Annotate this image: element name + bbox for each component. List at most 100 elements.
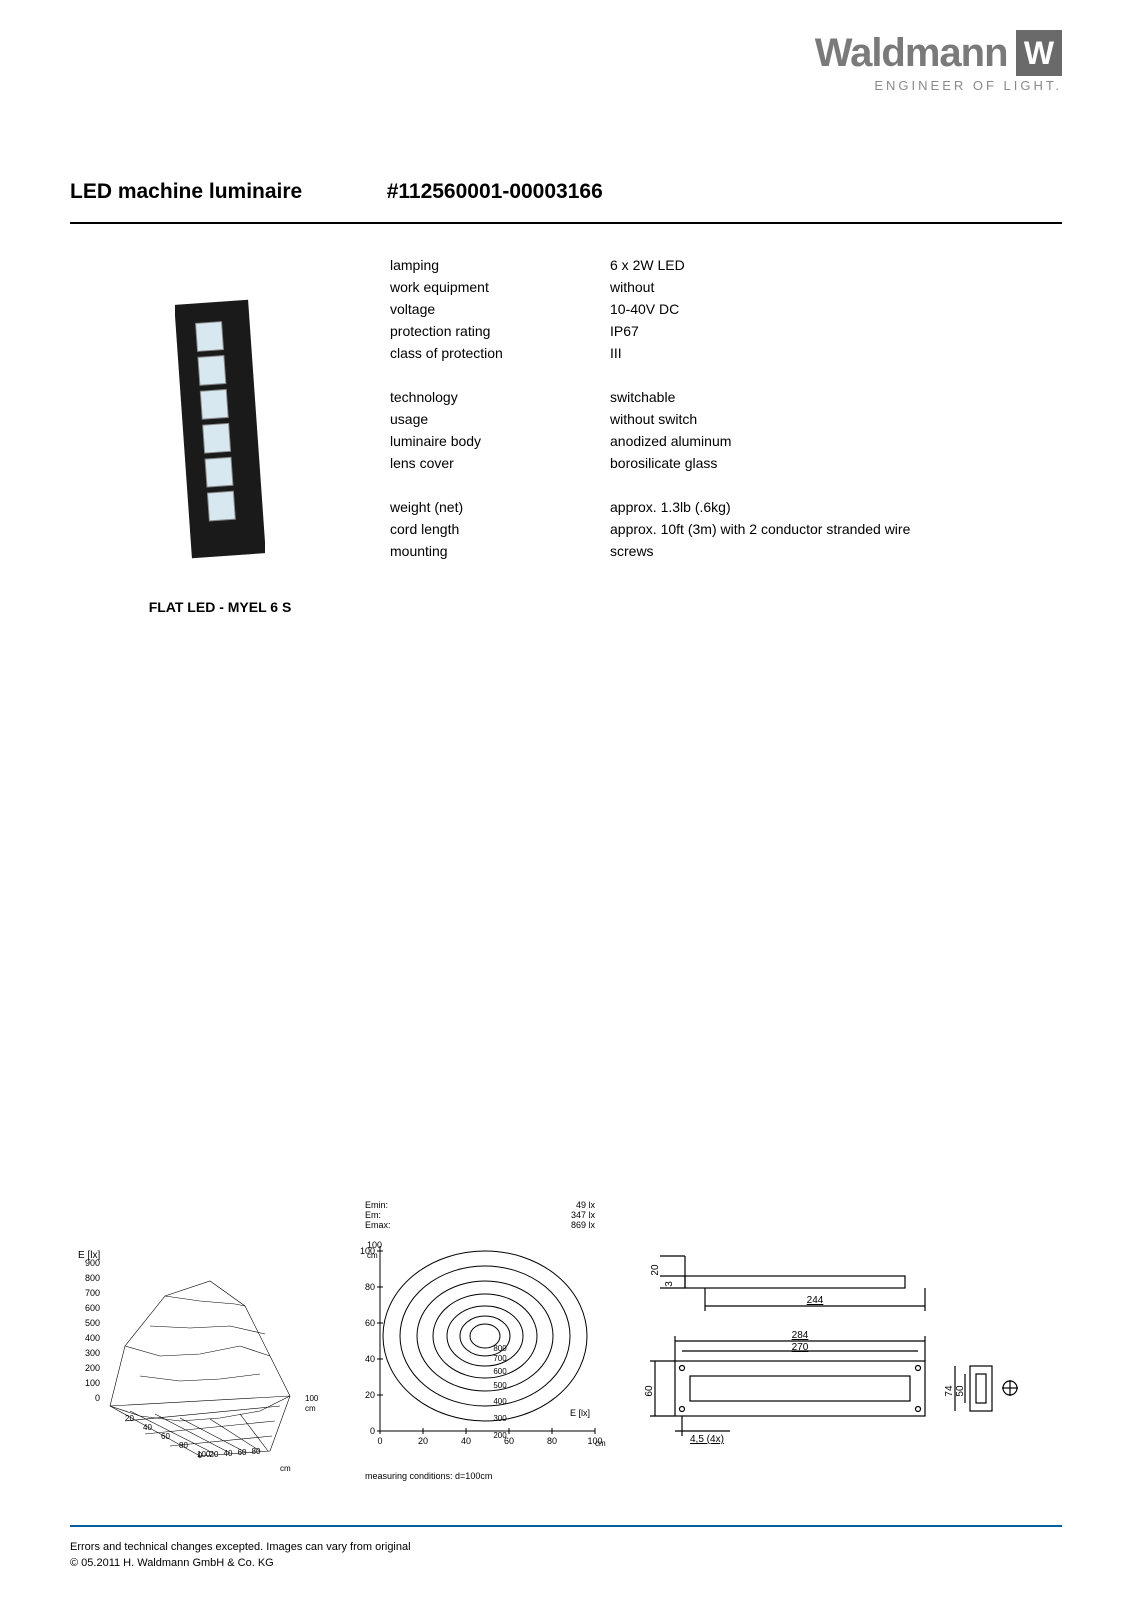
svg-text:20: 20 (125, 1414, 134, 1423)
svg-text:80: 80 (547, 1436, 557, 1446)
measuring-conditions-note: measuring conditions: d=100cm (345, 1471, 615, 1481)
svg-text:60: 60 (644, 1385, 655, 1397)
part-number: #112560001-00003166 (387, 180, 603, 204)
svg-text:74: 74 (944, 1385, 955, 1397)
chart-contour-isolux: Emin: Em: Emax: 49 lx 347 lx 869 lx 1008… (345, 1200, 615, 1481)
svg-text:100: 100 (305, 1394, 319, 1403)
spec-label: luminaire body (390, 430, 610, 452)
header-divider (70, 222, 1062, 224)
chart-3d-light-distribution: E [lx] 9008007006005004003002001000 (70, 1246, 330, 1481)
svg-text:40: 40 (461, 1436, 471, 1446)
svg-text:40: 40 (143, 1423, 152, 1432)
spec-row: voltage10-40V DC (390, 298, 1062, 320)
spec-row: lens coverborosilicate glass (390, 452, 1062, 474)
svg-text:100: 100 (367, 1240, 382, 1250)
spec-label: mounting (390, 540, 610, 562)
svg-text:20: 20 (650, 1264, 661, 1276)
svg-text:300: 300 (85, 1348, 100, 1358)
svg-text:80: 80 (365, 1282, 375, 1292)
svg-text:20: 20 (418, 1436, 428, 1446)
svg-text:300: 300 (493, 1414, 507, 1423)
footer-divider (70, 1525, 1062, 1527)
svg-text:400: 400 (493, 1397, 507, 1406)
svg-text:700: 700 (85, 1288, 100, 1298)
svg-text:50: 50 (955, 1385, 966, 1397)
spec-label: weight (net) (390, 496, 610, 518)
svg-text:600: 600 (85, 1303, 100, 1313)
spec-row: cord lengthapprox. 10ft (3m) with 2 cond… (390, 518, 1062, 540)
svg-text:200: 200 (493, 1431, 507, 1440)
svg-text:800: 800 (85, 1273, 100, 1283)
spec-row: class of protectionIII (390, 342, 1062, 364)
spec-row: lamping6 x 2W LED (390, 254, 1062, 276)
spec-value: switchable (610, 386, 1062, 408)
svg-text:0: 0 (95, 1393, 100, 1403)
spec-value: anodized aluminum (610, 430, 1062, 452)
svg-text:4,5 (4x): 4,5 (4x) (690, 1434, 724, 1445)
page-title: LED machine luminaire (70, 180, 302, 204)
spec-value: III (610, 342, 1062, 364)
svg-text:900: 900 (85, 1258, 100, 1268)
svg-text:500: 500 (85, 1318, 100, 1328)
spec-row: weight (net)approx. 1.3lb (.6kg) (390, 496, 1062, 518)
svg-text:0: 0 (370, 1426, 375, 1436)
svg-text:40: 40 (224, 1449, 233, 1458)
spec-value: borosilicate glass (610, 452, 1062, 474)
svg-text:800: 800 (493, 1344, 507, 1353)
svg-text:40: 40 (365, 1354, 375, 1364)
spec-row: protection ratingIP67 (390, 320, 1062, 342)
spec-value: IP67 (610, 320, 1062, 342)
spec-row: work equipmentwithout (390, 276, 1062, 298)
brand-tagline: ENGINEER OF LIGHT. (815, 78, 1062, 93)
svg-text:cm: cm (280, 1464, 291, 1473)
spec-value: without (610, 276, 1062, 298)
spec-value: without switch (610, 408, 1062, 430)
svg-text:400: 400 (85, 1333, 100, 1343)
svg-text:270: 270 (792, 1342, 809, 1353)
svg-text:0: 0 (377, 1436, 382, 1446)
svg-text:60: 60 (238, 1448, 247, 1457)
spec-value: 6 x 2W LED (610, 254, 1062, 276)
spec-value: screws (610, 540, 1062, 562)
spec-row: usagewithout switch (390, 408, 1062, 430)
spec-label: lamping (390, 254, 610, 276)
spec-label: protection rating (390, 320, 610, 342)
spec-value: 10-40V DC (610, 298, 1062, 320)
spec-row: mountingscrews (390, 540, 1062, 562)
spec-label: technology (390, 386, 610, 408)
spec-table: lamping6 x 2W LEDwork equipmentwithoutvo… (370, 254, 1062, 615)
spec-label: work equipment (390, 276, 610, 298)
svg-text:cm: cm (367, 1251, 378, 1260)
svg-text:80: 80 (179, 1441, 188, 1450)
dimension-drawing: 20 3 244 284 270 60 4,5 (4x) 74 50 (630, 1246, 1062, 1481)
svg-text:284: 284 (792, 1330, 809, 1341)
footer-disclaimer: Errors and technical changes excepted. I… (70, 1539, 1062, 1555)
svg-text:200: 200 (85, 1363, 100, 1373)
svg-text:3: 3 (664, 1281, 675, 1287)
product-image (175, 294, 265, 569)
spec-row: technologyswitchable (390, 386, 1062, 408)
svg-text:20: 20 (210, 1450, 219, 1459)
spec-label: voltage (390, 298, 610, 320)
spec-value: approx. 1.3lb (.6kg) (610, 496, 1062, 518)
svg-text:60: 60 (365, 1318, 375, 1328)
svg-text:500: 500 (493, 1381, 507, 1390)
footer-copyright: © 05.2011 H. Waldmann GmbH & Co. KG (70, 1555, 1062, 1571)
svg-text:20: 20 (365, 1390, 375, 1400)
svg-text:cm: cm (305, 1404, 316, 1413)
svg-text:80: 80 (252, 1447, 261, 1456)
svg-text:600: 600 (493, 1367, 507, 1376)
svg-text:700: 700 (493, 1354, 507, 1363)
spec-label: usage (390, 408, 610, 430)
spec-row: luminaire bodyanodized aluminum (390, 430, 1062, 452)
svg-text:60: 60 (161, 1432, 170, 1441)
brand-logo-box: W (1016, 30, 1062, 76)
spec-label: cord length (390, 518, 610, 540)
svg-text:0: 0 (198, 1451, 203, 1460)
brand-name: Waldmann (815, 31, 1008, 76)
svg-text:cm: cm (595, 1439, 606, 1448)
svg-text:100: 100 (85, 1378, 100, 1388)
spec-label: lens cover (390, 452, 610, 474)
spec-value: approx. 10ft (3m) with 2 conductor stran… (610, 518, 1062, 540)
brand-logo: Waldmann W ENGINEER OF LIGHT. (815, 30, 1062, 93)
